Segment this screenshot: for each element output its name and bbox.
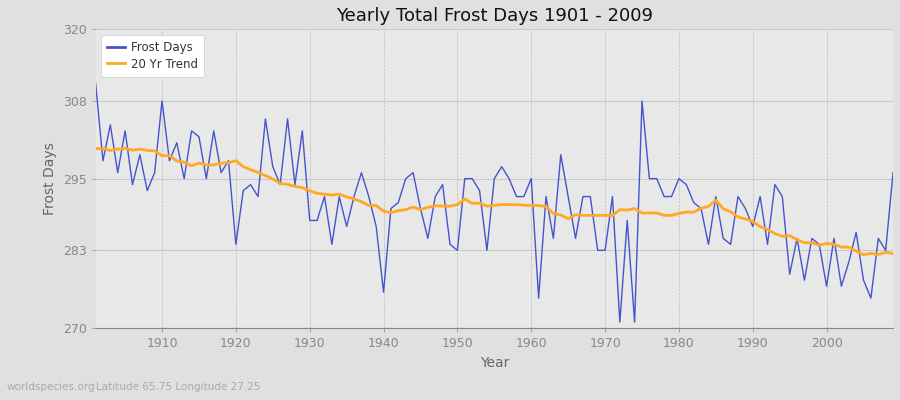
- Y-axis label: Frost Days: Frost Days: [43, 142, 57, 215]
- Text: worldspecies.org: worldspecies.org: [7, 382, 95, 392]
- Title: Yearly Total Frost Days 1901 - 2009: Yearly Total Frost Days 1901 - 2009: [336, 7, 652, 25]
- X-axis label: Year: Year: [480, 356, 509, 370]
- Text: Latitude 65.75 Longitude 27.25: Latitude 65.75 Longitude 27.25: [95, 382, 260, 392]
- Legend: Frost Days, 20 Yr Trend: Frost Days, 20 Yr Trend: [102, 35, 204, 76]
